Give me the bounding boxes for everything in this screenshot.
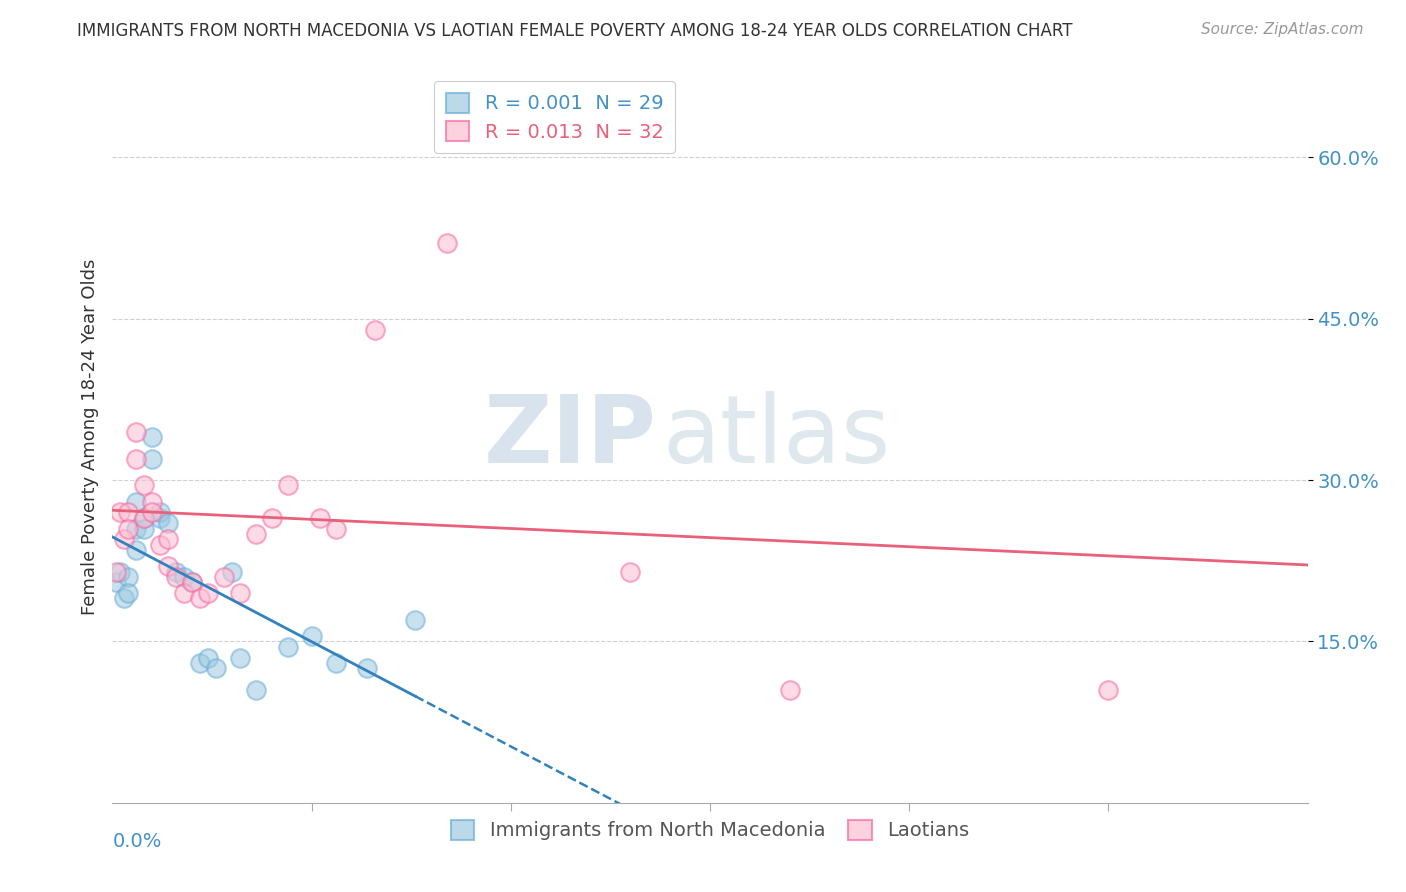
Point	[245, 527, 267, 541]
Point	[157, 559, 180, 574]
Point	[484, 112, 506, 127]
Legend: Immigrants from North Macedonia, Laotians: Immigrants from North Macedonia, Laotian…	[443, 812, 977, 848]
Point	[181, 575, 204, 590]
Point	[125, 451, 148, 466]
Point	[197, 586, 219, 600]
Point	[125, 543, 148, 558]
Point	[105, 565, 128, 579]
Point	[141, 505, 163, 519]
Point	[277, 478, 299, 492]
Point	[188, 656, 211, 670]
Point	[117, 521, 139, 535]
Point	[149, 505, 172, 519]
Point	[188, 591, 211, 606]
Point	[134, 521, 156, 535]
Point	[157, 516, 180, 530]
Text: 0.0%: 0.0%	[112, 832, 162, 851]
Point	[436, 236, 458, 251]
Point	[197, 650, 219, 665]
Point	[356, 661, 378, 675]
Text: ZIP: ZIP	[484, 391, 657, 483]
Point	[165, 570, 187, 584]
Point	[308, 510, 330, 524]
Text: IMMIGRANTS FROM NORTH MACEDONIA VS LAOTIAN FEMALE POVERTY AMONG 18-24 YEAR OLDS : IMMIGRANTS FROM NORTH MACEDONIA VS LAOTI…	[77, 22, 1073, 40]
Point	[165, 565, 187, 579]
Point	[105, 575, 128, 590]
Point	[619, 565, 641, 579]
Point	[117, 586, 139, 600]
Point	[229, 586, 252, 600]
Point	[173, 586, 195, 600]
Point	[260, 510, 283, 524]
Point	[205, 661, 228, 675]
Point	[364, 322, 387, 336]
Point	[229, 650, 252, 665]
Point	[245, 682, 267, 697]
Text: Source: ZipAtlas.com: Source: ZipAtlas.com	[1201, 22, 1364, 37]
Point	[141, 451, 163, 466]
Point	[277, 640, 299, 654]
Point	[117, 505, 139, 519]
Point	[404, 613, 426, 627]
Point	[325, 656, 347, 670]
Point	[134, 510, 156, 524]
Point	[117, 570, 139, 584]
Point	[125, 425, 148, 439]
Text: atlas: atlas	[662, 391, 890, 483]
Point	[114, 533, 135, 547]
Point	[125, 521, 148, 535]
Point	[221, 565, 243, 579]
Point	[157, 533, 180, 547]
Point	[181, 575, 204, 590]
Point	[134, 510, 156, 524]
Point	[212, 570, 235, 584]
Point	[114, 591, 135, 606]
Point	[110, 505, 132, 519]
Point	[325, 521, 347, 535]
Point	[149, 510, 172, 524]
Point	[1097, 682, 1119, 697]
Y-axis label: Female Poverty Among 18-24 Year Olds: Female Poverty Among 18-24 Year Olds	[80, 259, 98, 615]
Point	[141, 430, 163, 444]
Point	[149, 538, 172, 552]
Point	[125, 494, 148, 508]
Point	[779, 682, 801, 697]
Point	[173, 570, 195, 584]
Point	[141, 494, 163, 508]
Point	[301, 629, 323, 643]
Point	[134, 478, 156, 492]
Point	[110, 565, 132, 579]
